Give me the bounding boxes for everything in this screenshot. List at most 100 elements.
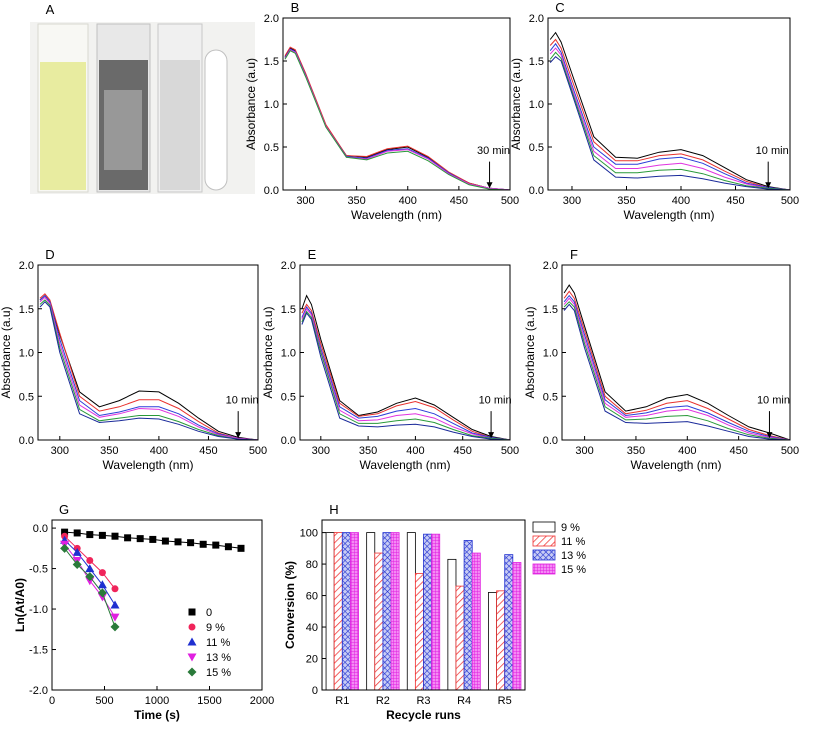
panel-line: E 0.0 0.5 1.0 1.5 2.0 300 350 400 450 500 Wavelengt… [261,247,519,472]
panel-letter: D [45,247,54,262]
spectrum-line [284,46,511,191]
solution-highlight [104,90,142,170]
marker [110,622,120,632]
bar [341,532,351,691]
x-tick-label: 500 [249,445,267,457]
panel-bar: H 0 20 40 60 80 100 Recycle runs Conversion (%) R… [283,502,586,722]
marker [136,535,144,543]
spectrum-line [549,42,791,191]
legend-label: 0 [206,607,212,619]
legend-swatch [532,549,556,561]
solution-yellow [40,62,86,190]
annotation: 10 min [756,145,789,157]
spectrum-line [549,47,791,191]
marker [72,547,82,556]
y-tick-label: 80 [306,559,318,571]
bar [382,532,392,691]
spectrum-line [301,307,511,441]
x-tick-label: R1 [335,695,349,707]
y-tick-label: 0.0 [19,435,34,447]
legend-swatch [532,563,556,575]
x-tick-label: 350 [100,445,118,457]
bar [512,562,522,691]
marker [224,543,232,551]
solution-clear [160,60,200,190]
marker [110,613,120,622]
x-axis-label: Recycle runs [386,708,461,722]
panel-line: F 0.0 0.5 1.0 1.5 2.0 300 350 400 450 500 Wavelengt… [523,247,799,472]
plot-frame [37,264,259,441]
y-tick-label: 1.0 [19,348,34,360]
y-tick-label: 2.0 [543,260,558,272]
marker [111,585,119,593]
spectrum-line [39,293,259,441]
spectrum-line [563,290,791,441]
x-tick-label: 1000 [145,695,169,707]
legend-swatch [532,521,556,533]
y-tick-label: -0.5 [29,564,48,576]
y-tick-label: 0.5 [529,142,544,154]
y-axis-label: Absorbance (a.u) [509,58,523,150]
bar [366,532,376,691]
annotation: 30 min [477,145,510,157]
panel-letter: F [570,247,578,262]
y-tick-label: 0.5 [281,391,296,403]
bar [390,532,400,691]
marker [111,532,119,540]
plot-frame [547,17,791,191]
spectrum-line [301,310,511,441]
bar [463,540,473,691]
y-tick-label: 0.5 [264,142,279,154]
spectrum-line [301,312,511,441]
x-tick-label: 400 [406,445,424,457]
y-tick-label: 1.5 [19,304,34,316]
x-axis-label: Time (s) [134,708,180,722]
annotation: 10 min [757,394,790,406]
y-axis-label: Absorbance (a.u) [523,306,537,398]
marker [98,531,106,539]
arrow-head [486,182,493,189]
legend-label: 9 % [561,522,580,534]
x-tick-label: R3 [416,695,430,707]
x-tick-label: R2 [376,695,390,707]
x-tick-label: 500 [501,445,519,457]
y-tick-label: 20 [306,654,318,666]
marker [85,564,95,573]
arrow-head [766,432,773,439]
y-tick-label: -1.0 [29,604,48,616]
legend-label: 11 % [561,536,585,548]
marker [149,535,157,543]
spectrum-line [284,47,511,191]
x-tick-label: 350 [359,445,377,457]
bar [504,554,514,691]
legend-swatch [532,535,556,547]
spectrum-line [39,294,259,441]
x-tick-label: R5 [498,695,512,707]
bar [333,532,343,691]
panel-letter: E [308,247,317,262]
y-axis-label: Absorbance (a.u) [0,306,13,398]
x-tick-label: 300 [296,195,314,207]
y-tick-label: 0.5 [543,391,558,403]
y-tick-label: -1.5 [29,645,48,657]
bar [447,558,457,691]
bar [423,533,433,691]
x-tick-label: 450 [729,445,747,457]
bar [455,585,465,691]
panel-letter: C [555,0,564,15]
x-tick-label: 450 [199,445,217,457]
legend-label: 11 % [206,637,230,649]
x-tick-label: 450 [454,445,472,457]
legend-label: 15 % [206,667,231,679]
marker [97,588,107,598]
marker [61,528,69,536]
arrow-head [765,182,772,189]
spectrum-line [549,51,791,191]
bar [431,533,441,691]
x-tick-label: 300 [575,445,593,457]
spectrum-line [301,303,511,441]
marker [97,593,107,602]
x-tick-label: 2000 [250,695,274,707]
x-tick-label: 300 [51,445,69,457]
y-tick-label: 0.0 [529,185,544,197]
